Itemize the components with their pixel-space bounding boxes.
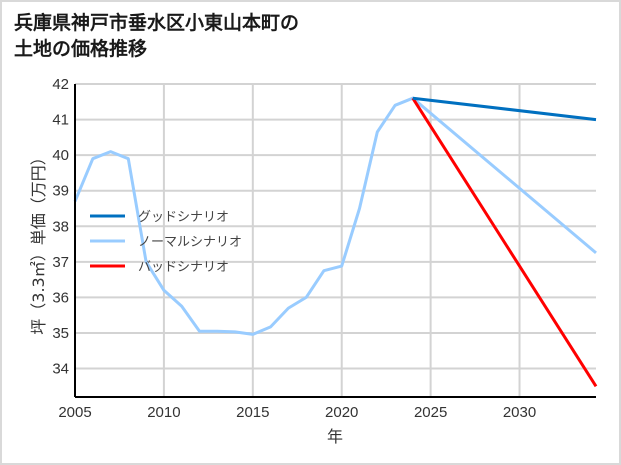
y-tick-label: 40 bbox=[52, 147, 69, 164]
y-tick-label: 34 bbox=[52, 361, 69, 378]
y-tick-label: 38 bbox=[52, 218, 69, 235]
axes bbox=[74, 84, 596, 398]
x-axis-label: 年 bbox=[327, 427, 343, 446]
x-tick-label: 2020 bbox=[325, 404, 358, 421]
x-tick-label: 2015 bbox=[236, 404, 269, 421]
legend-label: バッドシナリオ bbox=[138, 260, 229, 275]
y-tick-label: 39 bbox=[52, 183, 69, 200]
x-tick-label: 2030 bbox=[503, 404, 536, 421]
chart-title-line2: 土地の価格推移 bbox=[14, 38, 148, 60]
y-axis-label: 坪（3.3㎡）単価（万円） bbox=[29, 149, 48, 334]
x-tick-label: 2005 bbox=[58, 404, 91, 421]
legend-label: ノーマルシナリオ bbox=[138, 235, 242, 250]
y-tick-label: 41 bbox=[52, 112, 69, 129]
x-tick-label: 2010 bbox=[147, 404, 180, 421]
legend-label: グッドシナリオ bbox=[138, 210, 229, 225]
tick-labels: 34 35 36 37 38 39 40 41 42 2005 2010 2015 2020 2025 20… bbox=[52, 76, 536, 421]
chart-title-line1: 兵庫県神戸市垂水区小東山本町の bbox=[14, 12, 300, 34]
data-series bbox=[73, 96, 598, 388]
series-line bbox=[412, 96, 597, 122]
series-line bbox=[73, 96, 597, 336]
x-tick-label: 2025 bbox=[414, 404, 447, 421]
grid-lines bbox=[75, 83, 596, 397]
y-tick-label: 35 bbox=[52, 325, 69, 342]
series-line bbox=[411, 97, 598, 388]
y-tick-label: 37 bbox=[52, 254, 69, 271]
y-tick-label: 36 bbox=[52, 289, 69, 306]
y-tick-label: 42 bbox=[52, 76, 69, 93]
chart-title: 兵庫県神戸市垂水区小東山本町の 土地の価格推移 bbox=[14, 10, 299, 62]
